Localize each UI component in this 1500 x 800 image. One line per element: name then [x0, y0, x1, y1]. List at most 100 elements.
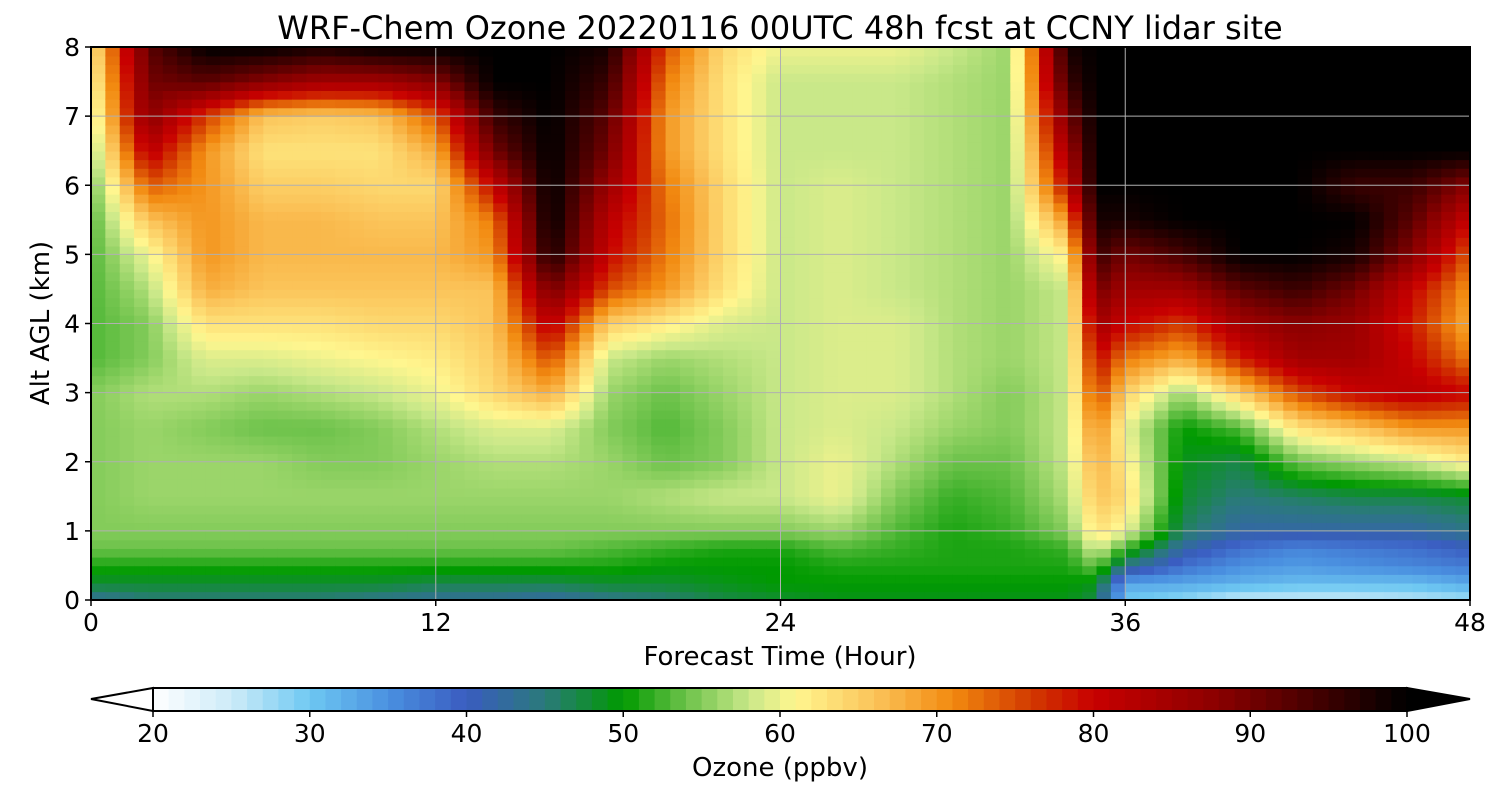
heatmap-cell	[292, 582, 308, 593]
heatmap-cell	[1039, 271, 1055, 282]
heatmap-cell	[1053, 159, 1069, 169]
heatmap-cell	[349, 487, 365, 498]
heatmap-cell	[292, 461, 308, 472]
heatmap-cell	[1197, 271, 1213, 282]
heatmap-cell	[852, 133, 868, 143]
heatmap-cell	[924, 470, 940, 480]
heatmap-cell	[450, 366, 466, 377]
heatmap-cell	[392, 159, 408, 169]
heatmap-cell	[148, 530, 164, 541]
heatmap-cell	[177, 116, 193, 126]
heatmap-cell	[924, 263, 940, 273]
heatmap-cell	[105, 504, 121, 515]
heatmap-cell	[1197, 72, 1213, 83]
heatmap-cell	[924, 461, 940, 472]
heatmap-cell	[737, 582, 753, 593]
heatmap-cell	[579, 219, 595, 230]
heatmap-cell	[723, 487, 739, 498]
heatmap-cell	[450, 539, 466, 549]
heatmap-cell	[1024, 375, 1040, 385]
heatmap-cell	[665, 479, 681, 489]
heatmap-cell	[895, 340, 911, 351]
heatmap-cell	[91, 366, 107, 377]
heatmap-cell	[249, 332, 265, 342]
heatmap-cell	[694, 582, 710, 593]
heatmap-cell	[234, 116, 250, 126]
heatmap-cell	[608, 64, 624, 74]
heatmap-cell	[823, 358, 839, 368]
heatmap-cell	[363, 504, 380, 515]
heatmap-cell	[177, 453, 193, 463]
heatmap-cell	[694, 470, 710, 480]
heatmap-cell	[895, 574, 911, 584]
heatmap-cell	[263, 280, 279, 290]
heatmap-cell	[981, 245, 997, 256]
heatmap-cell	[263, 47, 279, 57]
heatmap-cell	[464, 453, 480, 463]
heatmap-cell	[995, 263, 1012, 273]
heatmap-cell	[292, 280, 308, 290]
heatmap-cell	[1110, 193, 1127, 204]
heatmap-cell	[837, 297, 854, 308]
heatmap-cell	[536, 159, 552, 169]
heatmap-cell	[751, 271, 767, 282]
heatmap-cell	[780, 332, 796, 342]
heatmap-cell	[1024, 159, 1040, 169]
heatmap-cell	[1182, 254, 1198, 264]
heatmap-cell	[521, 133, 538, 143]
heatmap-cell	[651, 470, 667, 480]
heatmap-cell	[1125, 306, 1141, 316]
heatmap-cell	[1082, 513, 1098, 524]
heatmap-cell	[780, 582, 796, 593]
heatmap-cell	[292, 142, 308, 152]
heatmap-cell	[220, 453, 236, 463]
heatmap-cell	[895, 297, 911, 308]
heatmap-cell	[593, 401, 609, 411]
heatmap-cell	[809, 107, 825, 117]
heatmap-cell	[1110, 349, 1127, 359]
heatmap-cell	[866, 133, 882, 143]
heatmap-cell	[809, 375, 825, 385]
heatmap-cell	[679, 81, 696, 91]
heatmap-cell	[1024, 90, 1040, 100]
heatmap-cell	[435, 55, 451, 66]
heatmap-cell	[205, 470, 222, 480]
heatmap-cell	[1039, 176, 1055, 187]
heatmap-cell	[162, 383, 178, 394]
heatmap-cell	[579, 487, 595, 498]
heatmap-cell	[435, 332, 451, 342]
heatmap-cell	[895, 444, 911, 454]
heatmap-cell	[1067, 522, 1083, 532]
heatmap-cell	[852, 271, 868, 282]
heatmap-cell	[493, 504, 509, 515]
heatmap-cell	[378, 116, 394, 126]
heatmap-cell	[809, 159, 825, 169]
heatmap-cell	[737, 401, 753, 411]
heatmap-cell	[249, 271, 265, 282]
heatmap-cell	[1153, 55, 1170, 66]
heatmap-cell	[751, 64, 767, 74]
heatmap-cell	[809, 323, 825, 333]
heatmap-cell	[1082, 427, 1098, 437]
heatmap-cell	[967, 479, 983, 489]
heatmap-cell	[220, 461, 236, 472]
heatmap-cell	[665, 47, 681, 57]
heatmap-cell	[263, 142, 279, 152]
heatmap-cell	[435, 461, 451, 472]
heatmap-cell	[493, 392, 509, 403]
heatmap-cell	[593, 254, 609, 264]
heatmap-cell	[205, 409, 222, 420]
heatmap-cell	[679, 556, 696, 567]
heatmap-cell	[550, 574, 566, 584]
heatmap-cell	[909, 461, 925, 472]
heatmap-cell	[794, 487, 811, 498]
heatmap-cell	[306, 332, 322, 342]
heatmap-cell	[148, 306, 164, 316]
heatmap-cell	[493, 444, 509, 454]
heatmap-cell	[909, 116, 925, 126]
heatmap-cell	[550, 358, 566, 368]
heatmap-cell	[1039, 280, 1055, 290]
heatmap-cell	[349, 245, 365, 256]
heatmap-cell	[335, 167, 351, 178]
heatmap-cell	[450, 150, 466, 161]
